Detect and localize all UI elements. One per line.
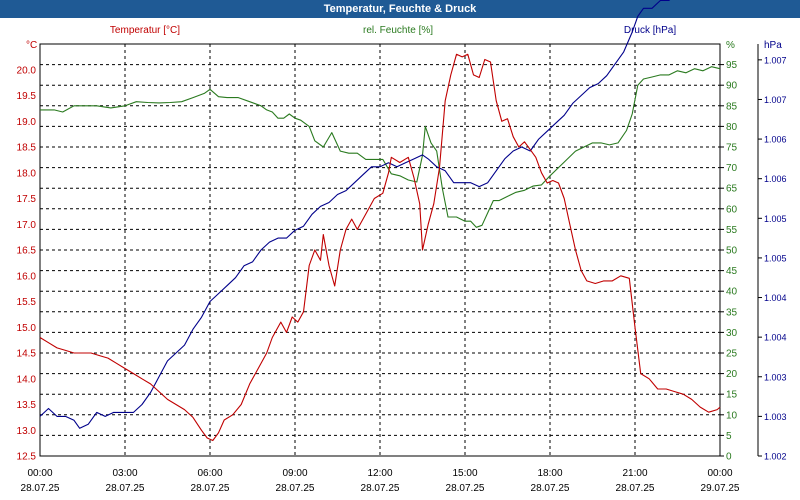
x-tick-label-date: 29.07.25: [701, 483, 740, 494]
temperature-tick-label: 12.5: [17, 452, 37, 463]
temperature-tick-label: 14.5: [17, 349, 37, 360]
temperature-tick-label: 19.5: [17, 91, 37, 102]
pressure-tick-label: 1.004: [764, 333, 787, 343]
humidity-tick-label: 10: [726, 410, 738, 421]
x-tick-label-date: 28.07.25: [361, 483, 400, 494]
temperature-tick-label: 18.0: [17, 168, 37, 179]
pressure-tick-label: 1.006: [764, 174, 787, 184]
chart-title: Temperatur, Feuchte & Druck: [0, 0, 800, 18]
x-tick-label-time: 00:00: [27, 468, 52, 479]
humidity-series-label: rel. Feuchte [%]: [363, 25, 433, 36]
pressure-tick-label: 1.002: [764, 452, 787, 462]
x-tick-label-time: 09:00: [282, 468, 307, 479]
humidity-tick-label: 60: [726, 204, 738, 215]
humidity-tick-label: 95: [726, 60, 738, 71]
humidity-tick-label: 5: [726, 431, 732, 442]
x-tick-label-time: 00:00: [707, 468, 732, 479]
temperature-tick-label: 20.0: [17, 65, 37, 76]
humidity-tick-label: 20: [726, 369, 738, 380]
pressure-tick-label: 1.007: [764, 95, 787, 105]
humidity-tick-label: 80: [726, 122, 738, 133]
x-tick-label-time: 03:00: [112, 468, 137, 479]
pressure-tick-label: 1.007: [764, 55, 787, 65]
x-tick-label-date: 28.07.25: [616, 483, 655, 494]
humidity-tick-label: 70: [726, 163, 738, 174]
temperature-tick-label: 13.0: [17, 426, 37, 437]
humidity-tick-label: 15: [726, 390, 738, 401]
pressure-tick-label: 1.003: [764, 372, 787, 382]
temperature-tick-label: 15.5: [17, 297, 37, 308]
pressure-series-line: [39, 0, 671, 429]
temperature-unit-label: °C: [26, 40, 37, 51]
humidity-tick-label: 40: [726, 287, 738, 298]
x-tick-label-date: 28.07.25: [531, 483, 570, 494]
x-tick-label-time: 15:00: [452, 468, 477, 479]
x-tick-label-time: 06:00: [197, 468, 222, 479]
temperature-series-label: Temperatur [°C]: [110, 25, 180, 36]
pressure-tick-label: 1.006: [764, 135, 787, 145]
x-tick-label-date: 28.07.25: [106, 483, 145, 494]
pressure-series-label: Druck [hPa]: [624, 25, 676, 36]
pressure-tick-label: 1.005: [764, 253, 787, 263]
pressure-tick-label: 1.004: [764, 293, 787, 303]
humidity-tick-label: 55: [726, 225, 738, 236]
x-tick-label-date: 28.07.25: [446, 483, 485, 494]
humidity-tick-label: 90: [726, 81, 738, 92]
humidity-tick-label: 25: [726, 349, 738, 360]
x-tick-label-date: 28.07.25: [21, 483, 60, 494]
x-tick-label-date: 28.07.25: [191, 483, 230, 494]
temperature-tick-label: 18.5: [17, 143, 37, 154]
temperature-tick-label: 13.5: [17, 400, 37, 411]
temperature-tick-label: 15.0: [17, 323, 37, 334]
temperature-tick-label: 16.0: [17, 271, 37, 282]
temperature-tick-label: 17.0: [17, 220, 37, 231]
temperature-tick-label: 17.5: [17, 194, 37, 205]
temperature-tick-label: 19.0: [17, 117, 37, 128]
humidity-series-line: [40, 66, 721, 228]
x-tick-label-date: 28.07.25: [276, 483, 315, 494]
humidity-tick-label: 45: [726, 266, 738, 277]
pressure-tick-label: 1.005: [764, 214, 787, 224]
temperature-tick-label: 16.5: [17, 246, 37, 257]
pressure-tick-label: 1.003: [764, 412, 787, 422]
humidity-tick-label: 65: [726, 184, 738, 195]
humidity-tick-label: 35: [726, 307, 738, 318]
humidity-tick-label: 50: [726, 246, 738, 257]
temperature-tick-label: 14.0: [17, 374, 37, 385]
x-tick-label-time: 12:00: [367, 468, 392, 479]
pressure-unit-label: hPa: [764, 40, 782, 51]
temperature-series-line: [39, 53, 721, 442]
humidity-tick-label: 85: [726, 101, 738, 112]
humidity-tick-label: 75: [726, 143, 738, 154]
x-tick-label-time: 18:00: [537, 468, 562, 479]
humidity-tick-label: 0: [726, 452, 732, 463]
x-tick-label-time: 21:00: [622, 468, 647, 479]
humidity-unit-label: %: [726, 40, 735, 51]
humidity-tick-label: 30: [726, 328, 738, 339]
